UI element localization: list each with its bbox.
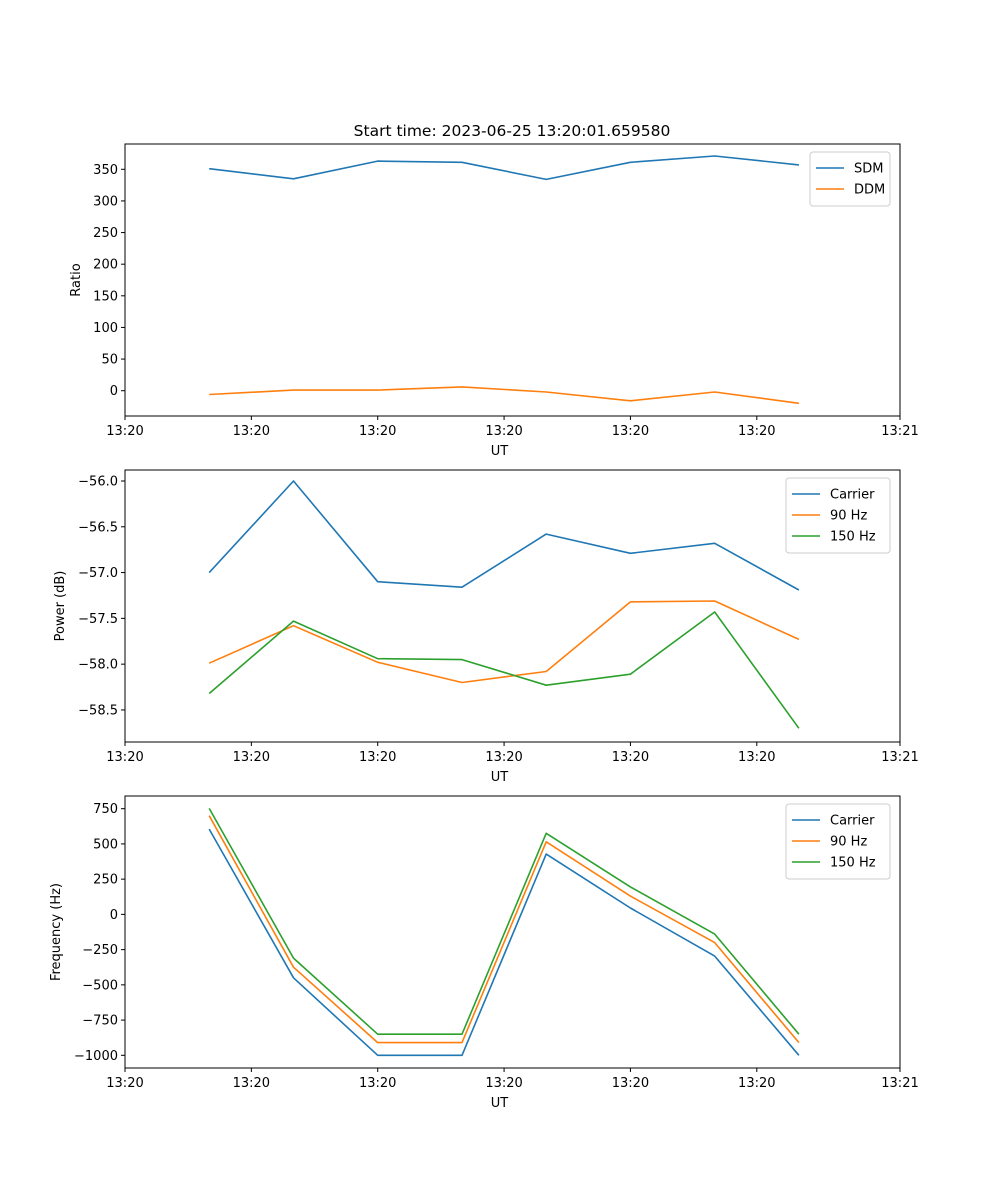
- axes-frame-1: [124, 143, 901, 417]
- x-tick-label: 13:20: [738, 424, 775, 439]
- series-line-2-1: [208, 480, 800, 591]
- y-tick-label: 0: [110, 908, 118, 923]
- legend-box: [785, 477, 891, 554]
- y-tick-label: −58.0: [78, 658, 118, 673]
- x-tick-label: 13:20: [612, 750, 649, 765]
- y-tick-label: −500: [82, 978, 118, 993]
- y-tick-label: 500: [93, 837, 118, 852]
- chart-panel-3: 13:20 13:20 13:20 13:20 13:20 13:20 13:21 −1000…: [49, 795, 919, 1111]
- series-line-3-2: [208, 815, 800, 1044]
- y-tick-label: 250: [93, 873, 118, 888]
- y-tick-label: 150: [93, 289, 118, 304]
- x-tick-label: 13:20: [738, 1076, 775, 1091]
- x-tick-label: 13:20: [485, 750, 522, 765]
- y-tick-label: −1000: [74, 1049, 118, 1064]
- series-line-2-2: [208, 600, 800, 684]
- legend-entry-label: SDM: [854, 162, 883, 177]
- legend-box: [809, 151, 891, 207]
- x-tick-label: 13:20: [485, 1076, 522, 1091]
- y-axis-label: Frequency (Hz): [49, 883, 64, 981]
- legend-entry-label: Carrier: [830, 488, 875, 503]
- x-tick-label: 13:21: [881, 424, 918, 439]
- legend-entry-label: 90 Hz: [830, 509, 867, 524]
- legend-3: Carrier 90 Hz 150 Hz: [785, 803, 891, 880]
- y-tick-label: 350: [93, 163, 118, 178]
- x-tick-label: 13:20: [612, 1076, 649, 1091]
- legend-entry-label: Carrier: [830, 814, 875, 829]
- series-line-3-3: [208, 808, 800, 1035]
- y-tick-label: −57.5: [78, 612, 118, 627]
- x-axis-label: UT: [491, 770, 509, 785]
- x-tick-label: 13:21: [881, 750, 918, 765]
- y-tick-label: 750: [93, 802, 118, 817]
- x-tick-label: 13:20: [359, 1076, 396, 1091]
- y-axis-label: Power (dB): [53, 571, 68, 642]
- series-line-1-2: [209, 386, 800, 405]
- x-tick-label: 13:20: [106, 424, 143, 439]
- x-tick-label: 13:20: [738, 750, 775, 765]
- x-tick-label: 13:20: [612, 424, 649, 439]
- figure-title: Start time: 2023-06-25 13:20:01.659580: [354, 122, 671, 140]
- y-tick-label: 300: [93, 194, 118, 209]
- series-line-1-1: [209, 155, 799, 181]
- y-tick-label: −750: [82, 1014, 118, 1029]
- series-line-2-3: [208, 611, 800, 729]
- axes-frame-3: [124, 795, 901, 1069]
- legend-entry-label: DDM: [854, 183, 885, 198]
- x-axis-label: UT: [491, 1096, 509, 1111]
- y-tick-label: 50: [101, 353, 118, 368]
- y-tick-label: 0: [110, 384, 118, 399]
- legend-entry-label: 150 Hz: [830, 856, 876, 871]
- legend-box: [785, 803, 891, 880]
- y-tick-label: −56.0: [78, 474, 118, 489]
- x-tick-label: 13:21: [881, 1076, 918, 1091]
- y-tick-label: −57.0: [78, 566, 118, 581]
- legend-entry-label: 90 Hz: [830, 835, 867, 850]
- chart-panel-1: 13:20 13:20 13:20 13:20 13:20 13:20 13:21 0 50 10…: [69, 143, 919, 459]
- x-tick-label: 13:20: [485, 424, 522, 439]
- panels: 13:20 13:20 13:20 13:20 13:20 13:20 13:21 0 50 10…: [49, 143, 919, 1111]
- y-axis-label: Ratio: [69, 263, 84, 296]
- y-tick-label: −250: [82, 943, 118, 958]
- y-tick-label: 250: [93, 226, 118, 241]
- legend-2: Carrier 90 Hz 150 Hz: [785, 477, 891, 554]
- x-tick-label: 13:20: [233, 1076, 270, 1091]
- y-tick-label: 200: [93, 258, 118, 273]
- series-line-3-1: [208, 828, 800, 1057]
- axes-frame-2: [124, 469, 901, 743]
- x-tick-label: 13:20: [233, 750, 270, 765]
- x-axis-label: UT: [491, 444, 509, 459]
- x-tick-label: 13:20: [106, 1076, 143, 1091]
- legend-1: SDM DDM: [809, 151, 891, 207]
- legend-entry-label: 150 Hz: [830, 530, 876, 545]
- y-tick-label: −58.5: [78, 703, 118, 718]
- y-tick-label: 100: [93, 321, 118, 336]
- x-tick-label: 13:20: [233, 424, 270, 439]
- y-tick-label: −56.5: [78, 520, 118, 535]
- x-tick-label: 13:20: [359, 750, 396, 765]
- x-tick-label: 13:20: [359, 424, 396, 439]
- x-tick-label: 13:20: [106, 750, 143, 765]
- chart-panel-2: 13:20 13:20 13:20 13:20 13:20 13:20 13:21 −58.5…: [53, 469, 919, 785]
